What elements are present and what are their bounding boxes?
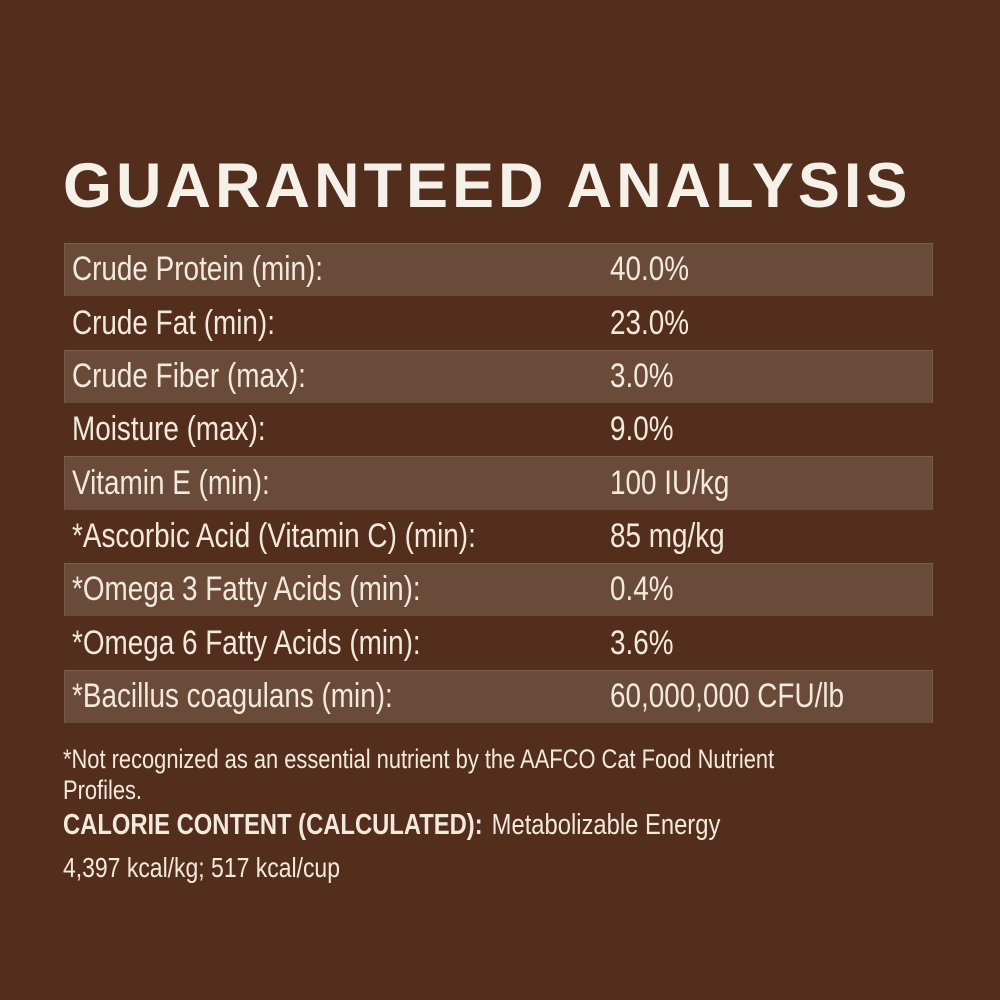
nutrient-label: Crude Fat (min): (72, 303, 275, 342)
page-title: GUARANTEED ANALYSIS (63, 151, 912, 221)
guaranteed-analysis-table: Crude Protein (min): 40.0% Crude Fat (mi… (64, 243, 933, 724)
calorie-content-line1: CALORIE CONTENT (CALCULATED): Metabolizab… (63, 806, 720, 844)
table-row: *Ascorbic Acid (Vitamin C) (min): 85 mg/… (64, 510, 933, 563)
nutrient-value: 40.0% (610, 250, 690, 289)
aafco-footnote: *Not recognized as an essential nutrient… (63, 744, 775, 805)
nutrient-label: Moisture (max): (72, 410, 266, 449)
table-row: Moisture (max): 9.0% (64, 403, 933, 456)
calorie-content-subtitle: Metabolizable Energy (491, 809, 721, 841)
nutrient-value: 23.0% (610, 303, 690, 342)
nutrient-value: 100 IU/kg (610, 463, 730, 502)
calorie-content: CALORIE CONTENT (CALCULATED): Metabolizab… (63, 806, 1000, 892)
nutrient-label: Vitamin E (min): (72, 463, 270, 502)
nutrient-label: *Ascorbic Acid (Vitamin C) (min): (72, 516, 476, 555)
nutrient-value: 60,000,000 CFU/lb (610, 676, 845, 715)
calorie-content-heading: CALORIE CONTENT (CALCULATED): (63, 809, 483, 841)
nutrient-value: 85 mg/kg (610, 516, 725, 555)
nutrient-value: 3.0% (610, 356, 674, 395)
table-row: Vitamin E (min): 100 IU/kg (64, 456, 933, 510)
nutrient-value: 3.6% (610, 623, 674, 662)
nutrient-value: 0.4% (610, 570, 674, 609)
table-row: Crude Fiber (max): 3.0% (64, 349, 933, 404)
table-row: *Bacillus coagulans (min): 60,000,000 CF… (64, 669, 933, 724)
nutrient-label: Crude Fiber (max): (72, 356, 306, 395)
nutrient-label: *Bacillus coagulans (min): (72, 676, 393, 715)
nutrient-label: *Omega 3 Fatty Acids (min): (72, 570, 421, 609)
table-row: *Omega 6 Fatty Acids (min): 3.6% (64, 616, 933, 669)
table-row: Crude Protein (min): 40.0% (64, 243, 933, 297)
table-row: *Omega 3 Fatty Acids (min): 0.4% (64, 563, 933, 617)
calorie-content-values: 4,397 kcal/kg; 517 kcal/cup (63, 852, 340, 883)
table-row: Crude Fat (min): 23.0% (64, 296, 933, 349)
nutrient-label: *Omega 6 Fatty Acids (min): (72, 623, 421, 662)
nutrient-value: 9.0% (610, 410, 674, 449)
nutrient-label: Crude Protein (min): (72, 250, 324, 289)
